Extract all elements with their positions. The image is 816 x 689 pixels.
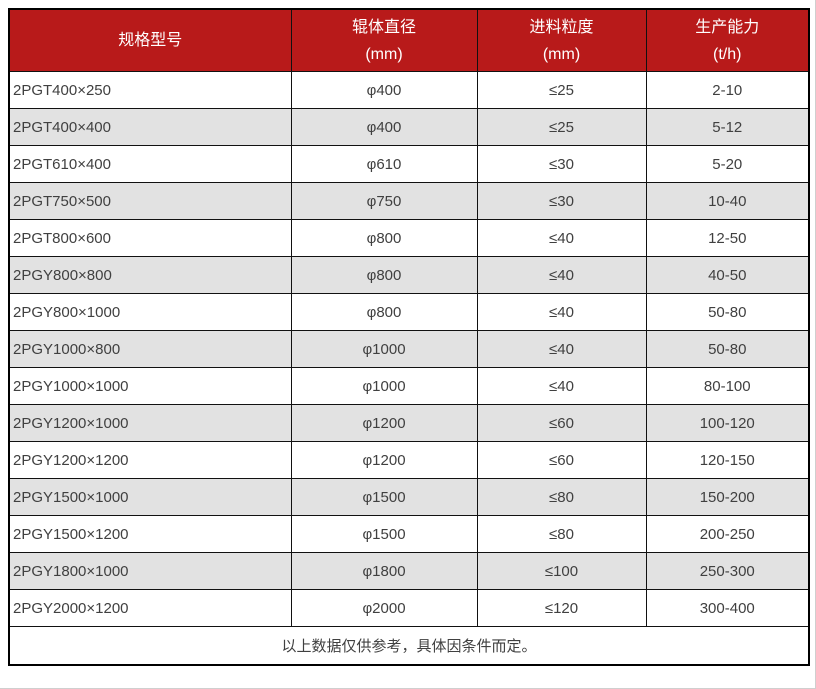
diameter-cell: φ400 bbox=[290, 71, 478, 109]
table-row: 2PGY2000×1200 φ2000 ≤120 300-400 bbox=[8, 589, 810, 627]
diameter-cell: φ1200 bbox=[290, 441, 478, 479]
model-cell: 2PGY1500×1000 bbox=[8, 478, 292, 516]
feed-size-cell: ≤40 bbox=[476, 256, 647, 294]
spec-table-footer: 以上数据仅供参考，具体因条件而定。 bbox=[8, 626, 810, 666]
table-row: 2PGT750×500 φ750 ≤30 10-40 bbox=[8, 182, 810, 220]
capacity-cell: 50-80 bbox=[645, 293, 810, 331]
feed-size-cell: ≤80 bbox=[476, 515, 647, 553]
diameter-cell: φ610 bbox=[290, 145, 478, 183]
table-row: 2PGT610×400 φ610 ≤30 5-20 bbox=[8, 145, 810, 183]
model-cell: 2PGY800×800 bbox=[8, 256, 292, 294]
diameter-cell: φ750 bbox=[290, 182, 478, 220]
model-cell: 2PGT400×250 bbox=[8, 71, 292, 109]
model-cell: 2PGT800×600 bbox=[8, 219, 292, 257]
capacity-cell: 100-120 bbox=[645, 404, 810, 442]
diameter-cell: φ1200 bbox=[290, 404, 478, 442]
feed-size-cell: ≤100 bbox=[476, 552, 647, 590]
header-cell-feed-size: 进料粒度 (mm) bbox=[476, 8, 647, 72]
model-cell: 2PGY1200×1000 bbox=[8, 404, 292, 442]
header-cell-model: 规格型号 bbox=[8, 8, 292, 72]
table-row: 2PGY1500×1000 φ1500 ≤80 150-200 bbox=[8, 478, 810, 516]
diameter-cell: φ1800 bbox=[290, 552, 478, 590]
capacity-cell: 10-40 bbox=[645, 182, 810, 220]
capacity-cell: 12-50 bbox=[645, 219, 810, 257]
feed-size-cell: ≤40 bbox=[476, 293, 647, 331]
header-cell-diameter: 辊体直径 (mm) bbox=[290, 8, 478, 72]
header-label-model: 规格型号 bbox=[118, 32, 183, 49]
table-row: 2PGY1200×1200 φ1200 ≤60 120-150 bbox=[8, 441, 810, 479]
spec-table-header: 规格型号 辊体直径 (mm) 进料粒度 (mm) 生产能力 (t/h) bbox=[8, 8, 810, 72]
model-cell: 2PGY2000×1200 bbox=[8, 589, 292, 627]
table-row: 2PGY1500×1200 φ1500 ≤80 200-250 bbox=[8, 515, 810, 553]
model-cell: 2PGY1500×1200 bbox=[8, 515, 292, 553]
model-cell: 2PGY1000×1000 bbox=[8, 367, 292, 405]
note-text: 以上数据仅供参考，具体因条件而定。 bbox=[8, 626, 810, 666]
feed-size-cell: ≤30 bbox=[476, 145, 647, 183]
capacity-cell: 250-300 bbox=[645, 552, 810, 590]
feed-size-cell: ≤60 bbox=[476, 441, 647, 479]
diameter-cell: φ1500 bbox=[290, 515, 478, 553]
header-unit-capacity: (t/h) bbox=[713, 45, 742, 63]
feed-size-cell: ≤60 bbox=[476, 404, 647, 442]
diameter-cell: φ800 bbox=[290, 256, 478, 294]
capacity-cell: 200-250 bbox=[645, 515, 810, 553]
diameter-cell: φ800 bbox=[290, 293, 478, 331]
header-label-diameter: 辊体直径 bbox=[351, 18, 416, 36]
table-row: 2PGY800×800 φ800 ≤40 40-50 bbox=[8, 256, 810, 294]
diameter-cell: φ800 bbox=[290, 219, 478, 257]
header-label-feed-size: 进料粒度 bbox=[529, 18, 594, 36]
diameter-cell: φ2000 bbox=[290, 589, 478, 627]
table-row: 2PGY1200×1000 φ1200 ≤60 100-120 bbox=[8, 404, 810, 442]
feed-size-cell: ≤120 bbox=[476, 589, 647, 627]
capacity-cell: 50-80 bbox=[645, 330, 810, 368]
feed-size-cell: ≤80 bbox=[476, 478, 647, 516]
diameter-cell: φ1500 bbox=[290, 478, 478, 516]
feed-size-cell: ≤40 bbox=[476, 330, 647, 368]
model-cell: 2PGT750×500 bbox=[8, 182, 292, 220]
diameter-cell: φ1000 bbox=[290, 367, 478, 405]
capacity-cell: 40-50 bbox=[645, 256, 810, 294]
capacity-cell: 2-10 bbox=[645, 71, 810, 109]
capacity-cell: 80-100 bbox=[645, 367, 810, 405]
capacity-cell: 5-12 bbox=[645, 108, 810, 146]
header-row: 规格型号 辊体直径 (mm) 进料粒度 (mm) 生产能力 (t/h) bbox=[8, 8, 810, 72]
table-row: 2PGY1000×800 φ1000 ≤40 50-80 bbox=[8, 330, 810, 368]
model-cell: 2PGY1800×1000 bbox=[8, 552, 292, 590]
table-row: 2PGT400×250 φ400 ≤25 2-10 bbox=[8, 71, 810, 109]
table-row: 2PGT400×400 φ400 ≤25 5-12 bbox=[8, 108, 810, 146]
header-unit-diameter: (mm) bbox=[365, 45, 403, 63]
feed-size-cell: ≤25 bbox=[476, 71, 647, 109]
model-cell: 2PGY1000×800 bbox=[8, 330, 292, 368]
spec-table-body: 2PGT400×250 φ400 ≤25 2-10 2PGT400×400 φ400 ≤25… bbox=[8, 71, 810, 627]
header-unit-feed-size: (mm) bbox=[542, 45, 581, 63]
header-cell-capacity: 生产能力 (t/h) bbox=[645, 8, 810, 72]
capacity-cell: 300-400 bbox=[645, 589, 810, 627]
capacity-cell: 150-200 bbox=[645, 478, 810, 516]
feed-size-cell: ≤40 bbox=[476, 367, 647, 405]
feed-size-cell: ≤30 bbox=[476, 182, 647, 220]
model-cell: 2PGY1200×1200 bbox=[8, 441, 292, 479]
capacity-cell: 5-20 bbox=[645, 145, 810, 183]
diameter-cell: φ1000 bbox=[290, 330, 478, 368]
table-row: 2PGY1800×1000 φ1800 ≤100 250-300 bbox=[8, 552, 810, 590]
spec-table: 规格型号 辊体直径 (mm) 进料粒度 (mm) 生产能力 (t/h) 2PGT… bbox=[8, 8, 810, 666]
capacity-cell: 120-150 bbox=[645, 441, 810, 479]
table-row: 2PGY1000×1000 φ1000 ≤40 80-100 bbox=[8, 367, 810, 405]
diameter-cell: φ400 bbox=[290, 108, 478, 146]
note-row: 以上数据仅供参考，具体因条件而定。 bbox=[8, 626, 810, 666]
table-row: 2PGY800×1000 φ800 ≤40 50-80 bbox=[8, 293, 810, 331]
table-row: 2PGT800×600 φ800 ≤40 12-50 bbox=[8, 219, 810, 257]
model-cell: 2PGT610×400 bbox=[8, 145, 292, 183]
model-cell: 2PGT400×400 bbox=[8, 108, 292, 146]
header-label-capacity: 生产能力 bbox=[695, 18, 760, 36]
feed-size-cell: ≤40 bbox=[476, 219, 647, 257]
model-cell: 2PGY800×1000 bbox=[8, 293, 292, 331]
feed-size-cell: ≤25 bbox=[476, 108, 647, 146]
